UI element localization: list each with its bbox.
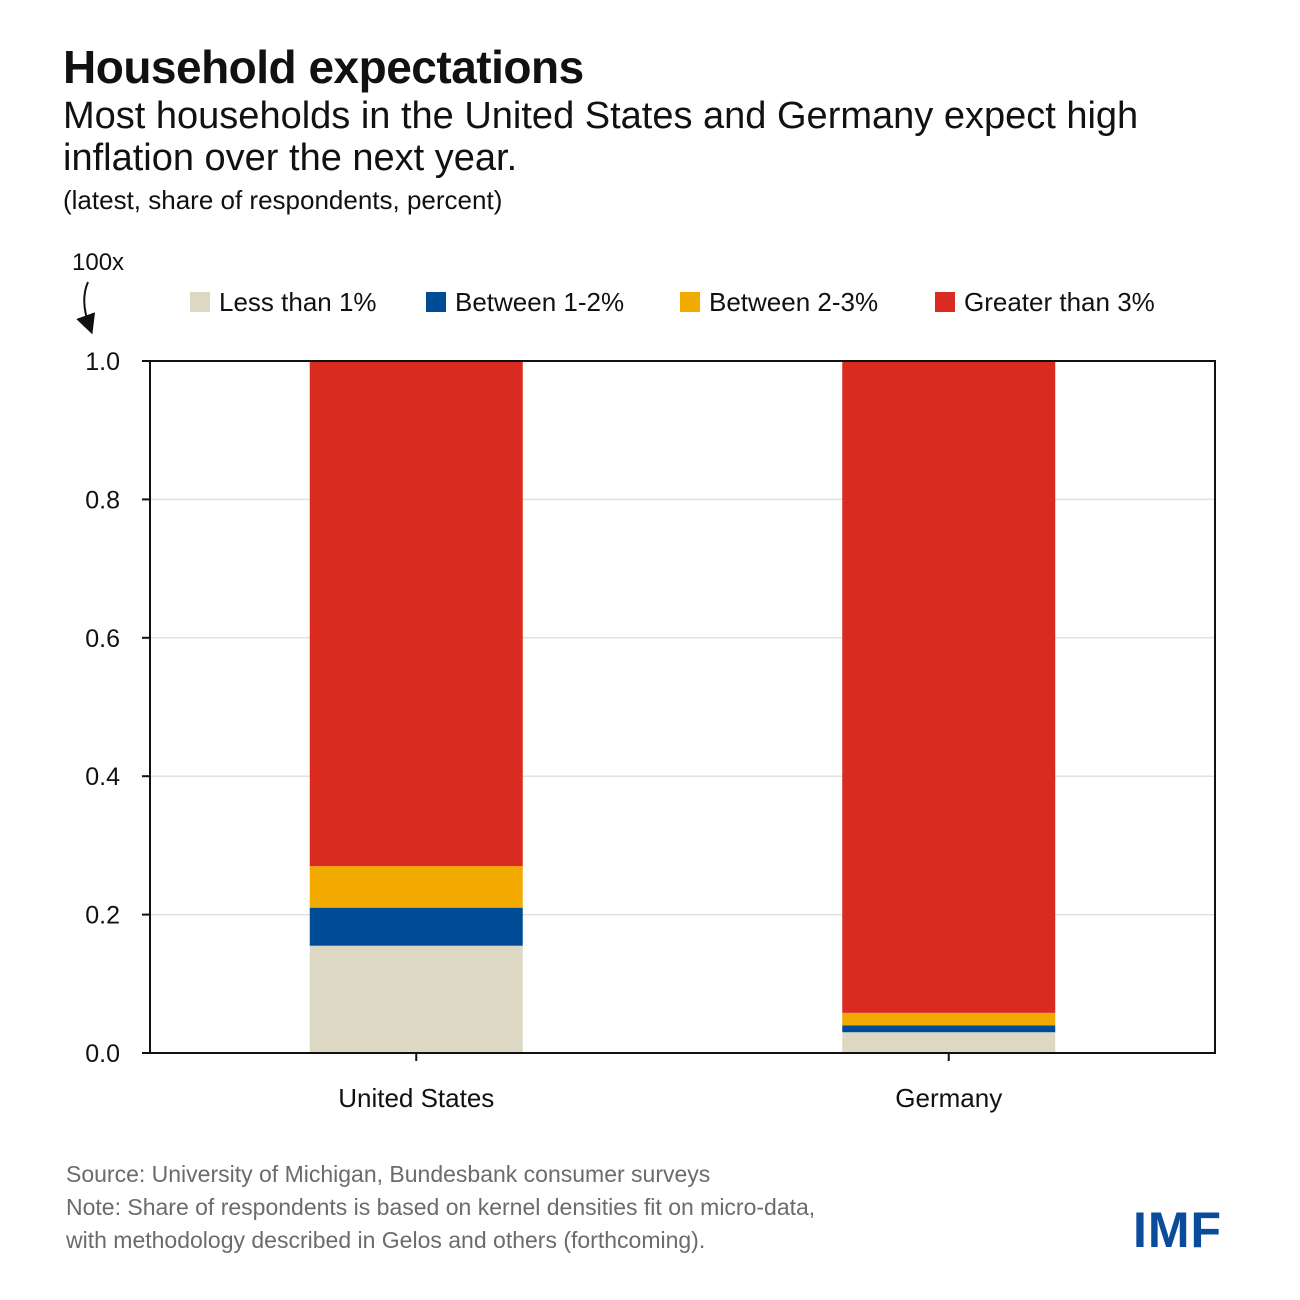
- legend-label: Between 2-3%: [709, 287, 878, 317]
- bar-segment: [309, 866, 523, 908]
- chart-subtitle: Most households in the United States and…: [63, 95, 1139, 179]
- x-category-label: United States: [338, 1083, 494, 1113]
- y-tick-label: 0.4: [85, 763, 120, 791]
- legend-swatch: [426, 292, 446, 312]
- imf-logo: IMF: [1133, 1202, 1223, 1258]
- bar-segment: [309, 945, 523, 1053]
- methodology-note-line-1: Note: Share of respondents is based on k…: [66, 1194, 816, 1220]
- y-tick-label: 0.2: [85, 902, 120, 930]
- legend-label: Greater than 3%: [964, 287, 1155, 317]
- legend-swatch: [190, 292, 210, 312]
- bar-segment: [842, 361, 1056, 1013]
- legend-swatch: [935, 292, 955, 312]
- x-category-label: Germany: [895, 1083, 1002, 1113]
- bar-segment: [842, 1025, 1056, 1033]
- legend-swatch: [680, 292, 700, 312]
- footer: Source: University of Michigan, Bundesba…: [66, 1158, 815, 1257]
- source-note: Source: University of Michigan, Bundesba…: [66, 1161, 711, 1187]
- stacked-bar-chart: 0.0 0.2 0.4 0.6 0.8 1.0 United States Germany L…: [72, 249, 1216, 1113]
- legend-label: Between 1-2%: [455, 287, 624, 317]
- bar-segment: [309, 361, 523, 867]
- y-tick-label: 1.0: [85, 348, 120, 376]
- axis-annotation-arrow-icon: [76, 281, 96, 335]
- y-tick-label: 0.8: [85, 486, 120, 514]
- axis-annotation: 100x: [72, 249, 124, 276]
- chart-units: (latest, share of respondents, percent): [63, 185, 503, 215]
- legend-label: Less than 1%: [219, 287, 377, 317]
- bar-segment: [842, 1012, 1056, 1026]
- bar-segment: [309, 907, 523, 946]
- y-tick-label: 0.0: [85, 1040, 120, 1068]
- bar-segment: [842, 1032, 1056, 1053]
- y-tick-label: 0.6: [85, 625, 120, 653]
- plot-frame: [149, 360, 1216, 1054]
- methodology-note-line-2: with methodology described in Gelos and …: [66, 1227, 706, 1253]
- chart-title: Household expectations: [63, 41, 584, 93]
